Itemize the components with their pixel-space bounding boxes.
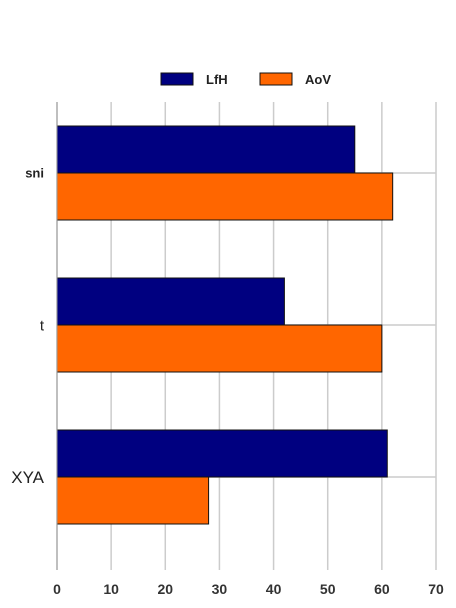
legend-label-aov: AoV	[305, 72, 331, 87]
bar-aov-sni	[56, 172, 394, 221]
x-tick-label: 50	[320, 581, 336, 597]
x-tick-label: 60	[374, 581, 390, 597]
x-tick-label: 40	[266, 581, 282, 597]
legend-label-lfh: LfH	[206, 72, 228, 87]
x-tick-label: 70	[428, 581, 444, 597]
legend: LfH AoV	[160, 72, 331, 87]
bar-lfh-t	[56, 277, 285, 326]
bar-lfh-xya	[56, 429, 388, 478]
axes: 0 10 20 30 40 50 60 70 sni t XYA	[11, 102, 444, 597]
x-tick-label: 10	[103, 581, 119, 597]
bar-aov-t	[56, 324, 383, 373]
x-tick-label: 30	[212, 581, 228, 597]
legend-swatch-lfh	[160, 72, 194, 86]
bar-lfh-sni	[56, 125, 356, 174]
bars	[56, 125, 394, 525]
category-label: t	[40, 317, 45, 334]
x-tick-label: 20	[157, 581, 173, 597]
bar-aov-xya	[56, 476, 210, 525]
x-tick-label: 0	[53, 581, 61, 597]
legend-swatch-aov	[259, 72, 293, 86]
category-label: XYA	[11, 468, 44, 487]
category-label: sni	[25, 166, 44, 181]
